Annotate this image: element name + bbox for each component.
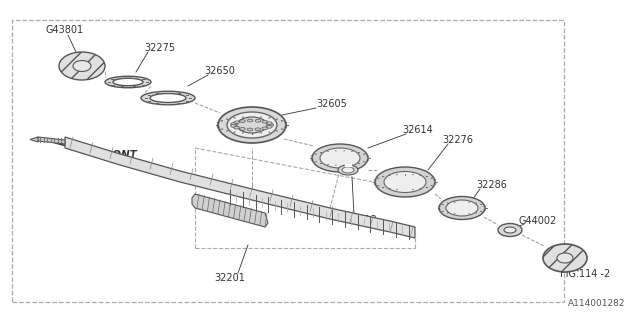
Polygon shape [30, 137, 38, 142]
Polygon shape [192, 194, 268, 227]
Text: 32201: 32201 [214, 273, 245, 283]
Ellipse shape [230, 123, 236, 125]
Ellipse shape [240, 127, 245, 130]
Ellipse shape [262, 127, 268, 130]
Text: 32286: 32286 [477, 180, 508, 190]
Text: G44002: G44002 [519, 216, 557, 226]
Text: FIG.114 -2: FIG.114 -2 [560, 269, 610, 279]
Text: 32614: 32614 [403, 125, 433, 135]
Polygon shape [65, 137, 415, 238]
Ellipse shape [312, 144, 368, 172]
Text: 32613: 32613 [347, 215, 378, 225]
Ellipse shape [267, 125, 272, 128]
Ellipse shape [237, 117, 267, 133]
Text: 32275: 32275 [145, 43, 175, 53]
Text: FRONT: FRONT [98, 150, 138, 160]
Ellipse shape [141, 91, 195, 105]
Ellipse shape [498, 223, 522, 236]
Ellipse shape [557, 253, 573, 263]
Ellipse shape [247, 119, 253, 122]
Ellipse shape [439, 196, 485, 220]
Text: A114001282: A114001282 [568, 300, 625, 308]
Ellipse shape [218, 107, 286, 143]
Ellipse shape [240, 120, 245, 123]
Ellipse shape [255, 128, 260, 131]
Ellipse shape [59, 52, 105, 80]
Ellipse shape [504, 227, 516, 233]
Ellipse shape [268, 124, 274, 126]
Ellipse shape [543, 244, 587, 272]
Ellipse shape [113, 78, 143, 86]
Ellipse shape [320, 148, 360, 168]
Ellipse shape [342, 167, 354, 173]
Polygon shape [38, 137, 65, 144]
Ellipse shape [262, 120, 268, 123]
Ellipse shape [247, 128, 253, 131]
Ellipse shape [446, 200, 478, 216]
Text: G43801: G43801 [46, 25, 84, 35]
Ellipse shape [150, 93, 186, 102]
Text: 32650: 32650 [205, 66, 236, 76]
Ellipse shape [227, 112, 277, 138]
Text: 32605: 32605 [317, 99, 348, 109]
Bar [12, 20, 564, 302]
Ellipse shape [267, 122, 272, 124]
Ellipse shape [234, 121, 239, 124]
Ellipse shape [73, 60, 91, 71]
Text: 32276: 32276 [442, 135, 474, 145]
Ellipse shape [234, 126, 239, 129]
Ellipse shape [105, 76, 151, 88]
Ellipse shape [384, 172, 426, 193]
Ellipse shape [255, 119, 260, 122]
Ellipse shape [375, 167, 435, 197]
Ellipse shape [230, 124, 236, 127]
Ellipse shape [338, 165, 358, 175]
